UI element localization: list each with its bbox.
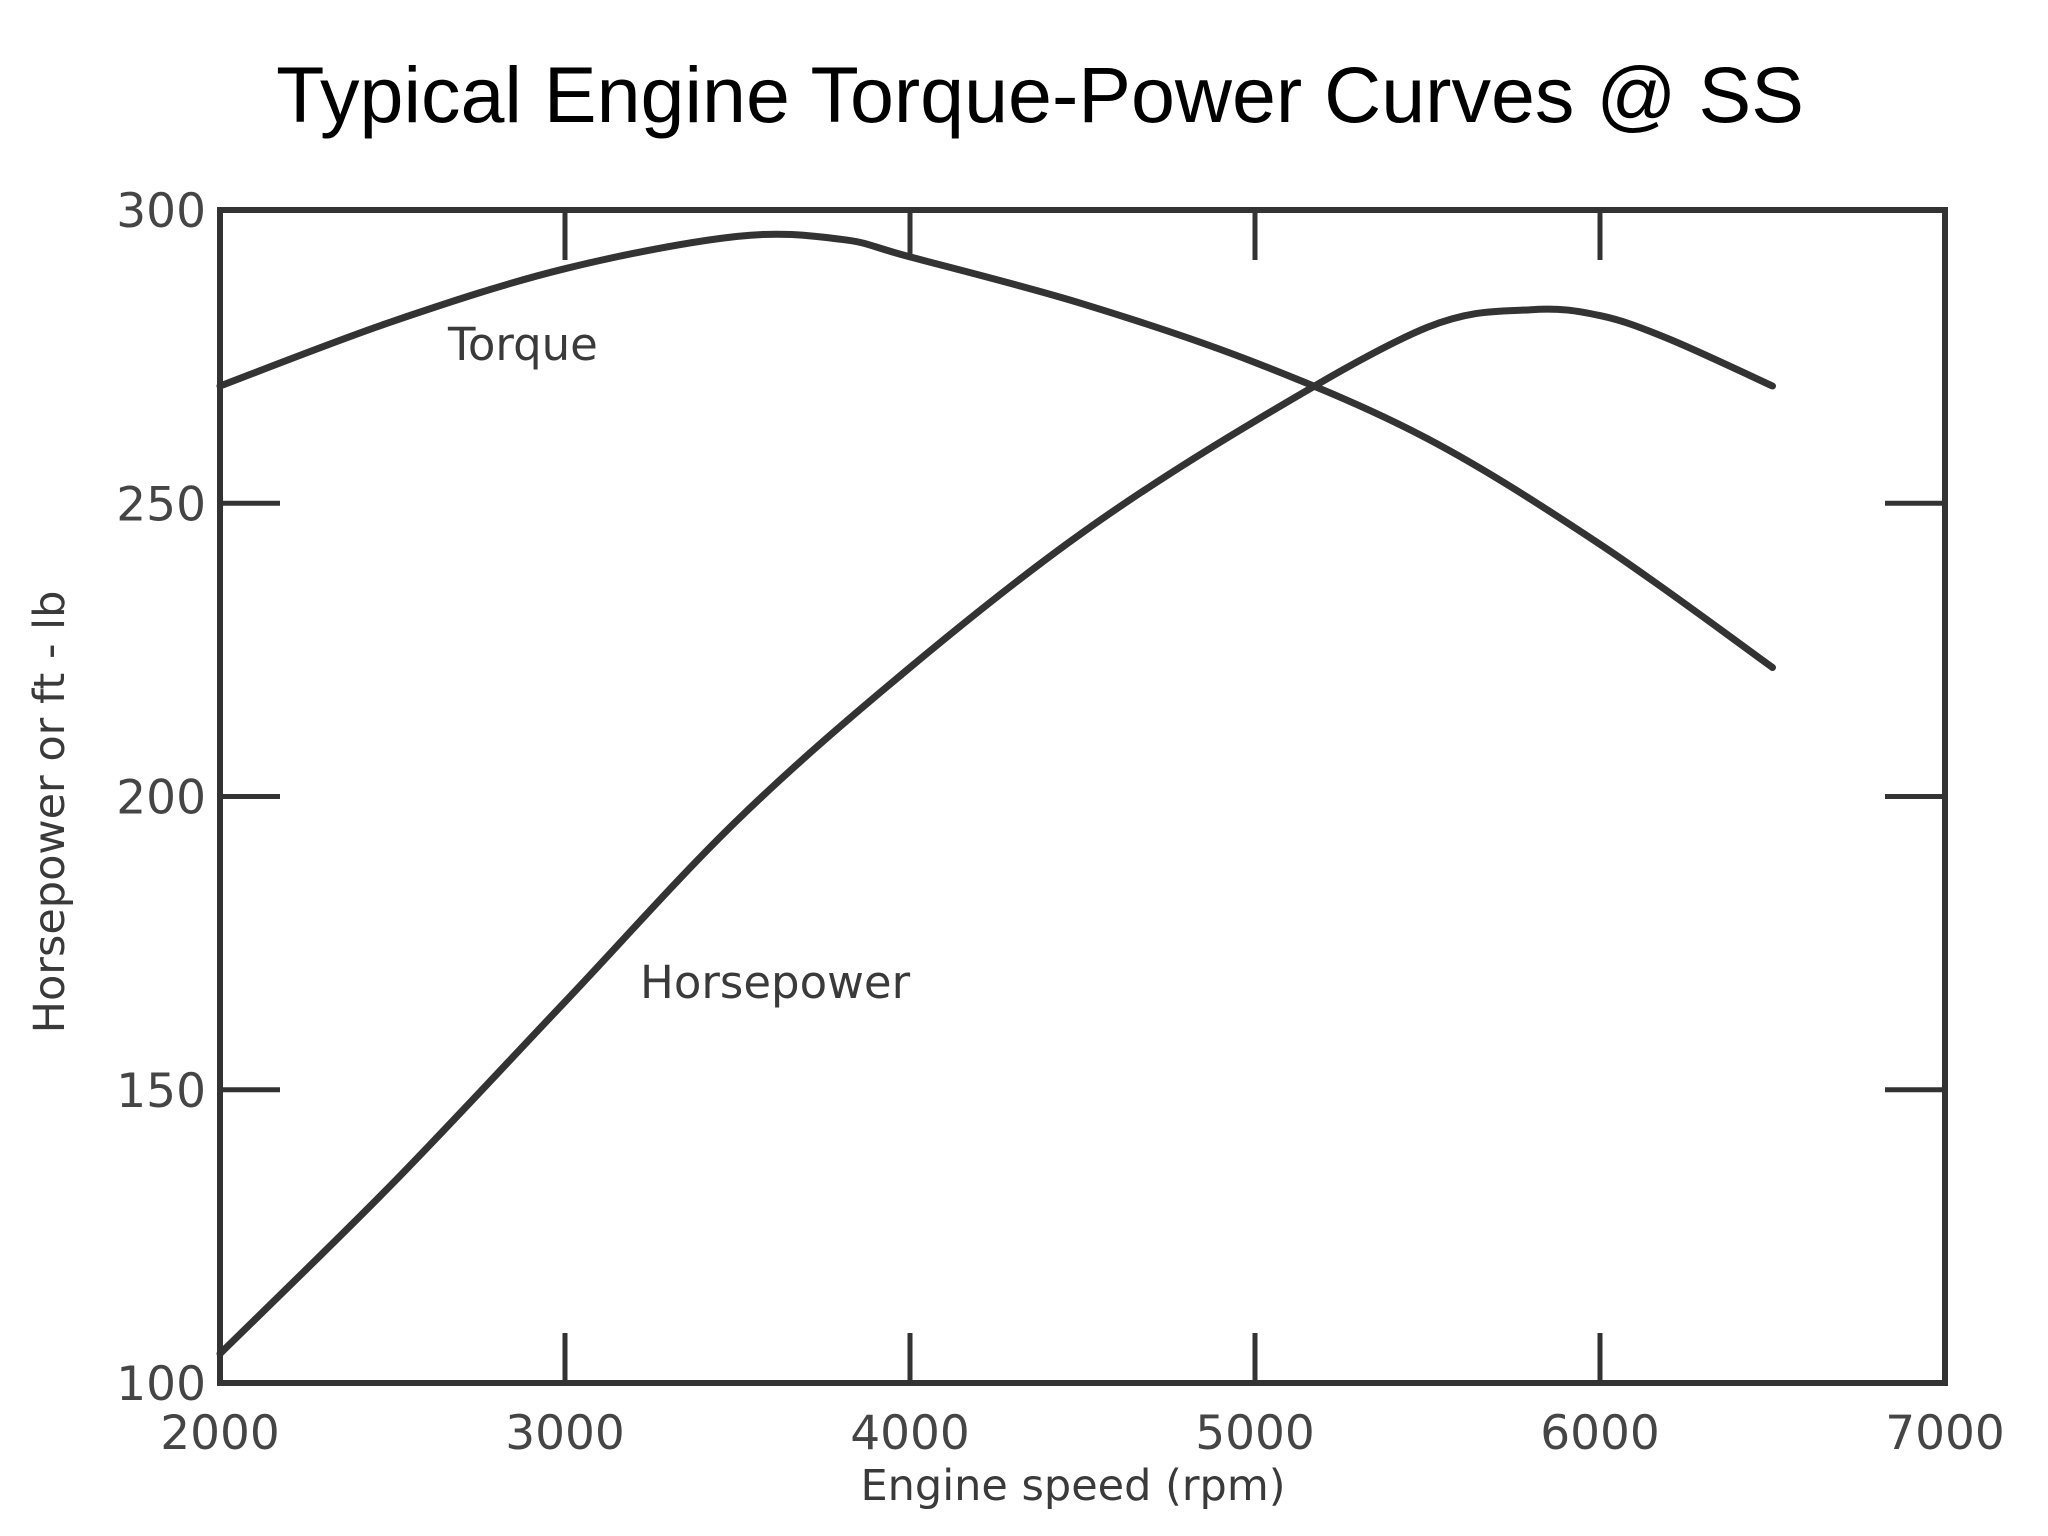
y-tick-label: 300 bbox=[116, 184, 206, 239]
y-tick-label: 250 bbox=[116, 477, 206, 532]
series-line-torque bbox=[216, 230, 1776, 671]
series-lines bbox=[216, 230, 1776, 1358]
x-tick-label: 2000 bbox=[160, 1406, 280, 1461]
x-tick-label: 5000 bbox=[1195, 1406, 1315, 1461]
x-tick-label: 4000 bbox=[850, 1406, 970, 1461]
series-label-torque: Torque bbox=[447, 318, 598, 371]
axis-ticks bbox=[220, 210, 1945, 1383]
tick-labels: 2000 3000 4000 5000 6000 7000 100 150 200 250 300 bbox=[116, 184, 2005, 1461]
y-axis-label: Horsepower or ft - lb bbox=[25, 591, 75, 1034]
x-tick-label: 7000 bbox=[1885, 1406, 2005, 1461]
x-tick-label: 3000 bbox=[505, 1406, 625, 1461]
series-label-horsepower: Horsepower bbox=[640, 956, 911, 1009]
plot-area bbox=[217, 207, 1948, 1386]
y-tick-label: 200 bbox=[116, 771, 206, 826]
x-axis-label: Engine speed (rpm) bbox=[860, 1461, 1285, 1511]
y-tick-label: 100 bbox=[116, 1357, 206, 1412]
chart-title: Typical Engine Torque-Power Curves @ SS bbox=[276, 50, 1804, 139]
y-tick-label: 150 bbox=[116, 1064, 206, 1119]
plot-border bbox=[217, 207, 1948, 1386]
x-tick-label: 6000 bbox=[1540, 1406, 1660, 1461]
series-line-horsepower bbox=[216, 305, 1776, 1358]
